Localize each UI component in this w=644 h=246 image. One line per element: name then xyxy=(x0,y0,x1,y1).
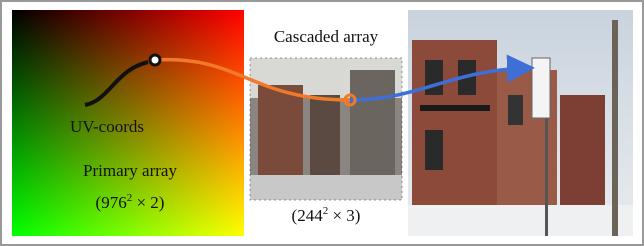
cascaded-label: Cascaded array xyxy=(274,27,379,46)
size-open: (244 xyxy=(292,206,324,225)
size-close: × 3) xyxy=(328,206,360,225)
cascaded-array-image xyxy=(250,58,402,200)
primary-label: Primary array xyxy=(83,161,177,180)
uv-label: UV-coords xyxy=(70,117,144,136)
size-open: (976 xyxy=(96,193,127,212)
size-close: × 2) xyxy=(132,193,164,212)
street-photo xyxy=(408,10,633,236)
figure: UV-coords Primary array (9762 × 2) Casca… xyxy=(0,0,644,246)
uv-point xyxy=(150,55,160,65)
page: UV-coords Primary array (9762 × 2) Casca… xyxy=(0,0,644,246)
